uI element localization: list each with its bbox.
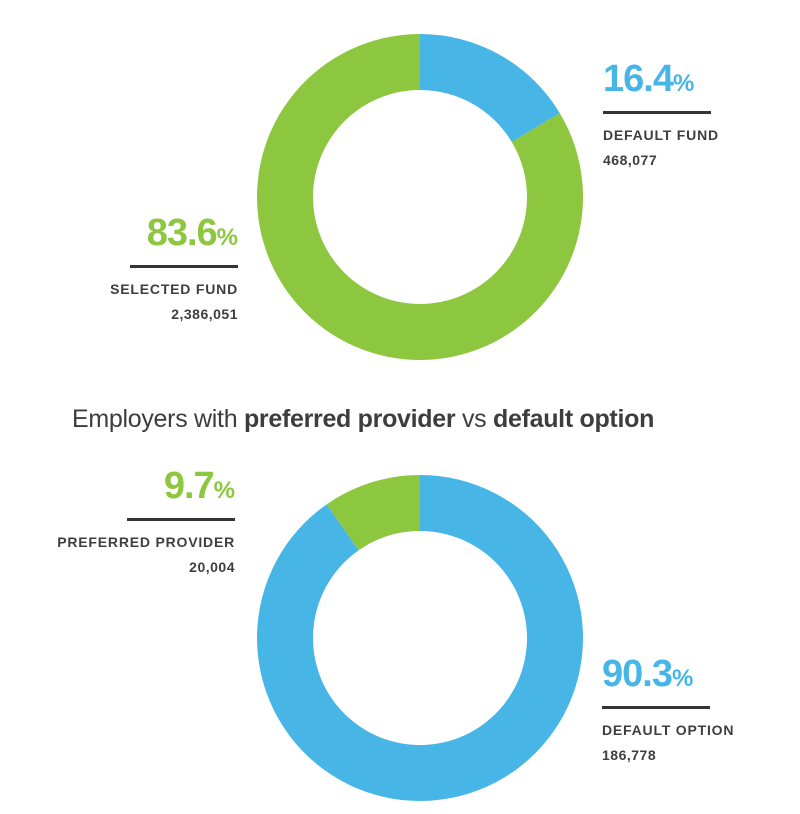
heading-text-bold: preferred provider: [243, 405, 456, 433]
default-fund-callout: 16.4% DEFAULT FUND 468,077: [603, 60, 719, 168]
section-heading: Employers with preferred provider vs def…: [72, 401, 654, 437]
donut-segment-preferred-provider: [326, 475, 420, 551]
percent-sign: %: [671, 665, 694, 692]
default-option-value: 186,778: [602, 747, 657, 763]
selected-fund-value: 2,386,051: [171, 306, 238, 322]
preferred-provider-callout: 9.7% PREFERRED PROVIDER 20,004: [57, 467, 235, 575]
default-fund-value: 468,077: [603, 152, 658, 168]
donut-segment-default-fund: [420, 34, 560, 142]
preferred-provider-value: 20,004: [189, 559, 235, 575]
preferred-provider-percent: 9.7%: [57, 467, 235, 506]
percent-sign: %: [216, 224, 238, 251]
default-fund-name: DEFAULT FUND: [603, 127, 719, 143]
heading-text-bold: default option: [493, 405, 655, 433]
default-option-percent: 90.3%: [602, 655, 734, 694]
percent-number: 90.3: [602, 653, 673, 695]
preferred-provider-name: PREFERRED PROVIDER: [57, 534, 235, 550]
percent-sign: %: [213, 477, 235, 504]
donut-segment-default-option: [257, 475, 583, 801]
heading-text-regular: Employers with: [72, 405, 244, 433]
percent-number: 83.6: [146, 212, 218, 254]
percent-sign: %: [672, 70, 695, 97]
percent-number: 16.4: [603, 58, 674, 100]
default-option-name: DEFAULT OPTION: [602, 722, 735, 738]
callout-underline: [130, 265, 238, 268]
default-option-callout: 90.3% DEFAULT OPTION 186,778: [602, 655, 735, 763]
selected-fund-name: SELECTED FUND: [110, 281, 238, 297]
heading-text-regular: vs: [455, 405, 493, 433]
callout-underline: [603, 111, 711, 114]
donut-chart-provider-split: [257, 475, 583, 801]
percent-number: 9.7: [163, 465, 215, 507]
selected-fund-callout: 83.6% SELECTED FUND 2,386,051: [110, 214, 238, 322]
default-fund-percent: 16.4%: [603, 60, 719, 99]
donut-chart-fund-split: [257, 34, 583, 360]
callout-underline: [602, 706, 710, 709]
selected-fund-percent: 83.6%: [110, 214, 238, 253]
callout-underline: [127, 518, 235, 521]
donut-segment-selected-fund: [257, 34, 583, 360]
